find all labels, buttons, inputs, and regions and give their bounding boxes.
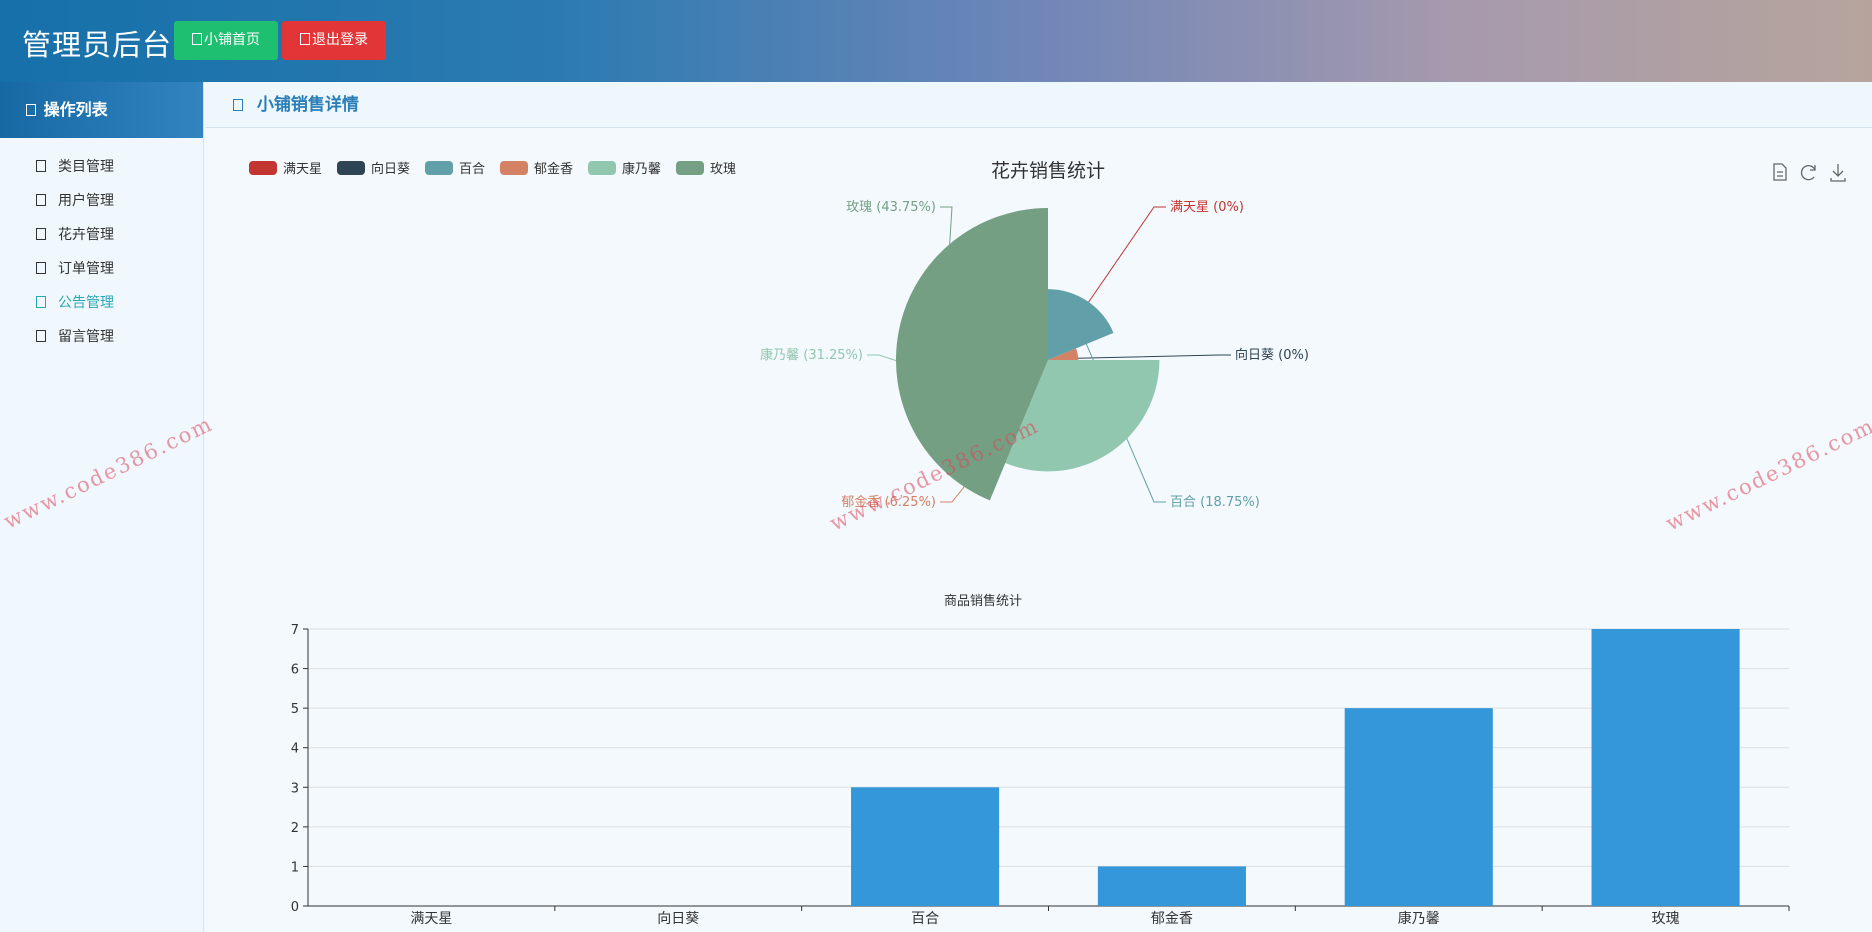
menu-item-icon: [36, 228, 46, 240]
sidebar-item-label: 留言管理: [58, 329, 114, 345]
pie-label: 向日葵 (0%): [1235, 347, 1309, 363]
y-tick-label: 0: [291, 900, 299, 915]
legend-swatch: [676, 161, 704, 175]
shop-home-button[interactable]: 小铺首页: [174, 21, 278, 60]
sidebar-item-users[interactable]: 用户管理: [0, 184, 203, 218]
icon-path: [1830, 164, 1846, 182]
shop-home-label: 小铺首页: [204, 32, 260, 48]
chart-icon: [233, 99, 243, 111]
pie-label: 满天星 (0%): [1170, 200, 1244, 215]
sidebar-item-announcements[interactable]: 公告管理: [0, 286, 203, 320]
menu-item-icon: [36, 296, 46, 308]
home-icon: [192, 33, 202, 45]
x-tick-label: 向日葵: [657, 911, 699, 927]
pie-label: 康乃馨 (31.25%): [760, 347, 863, 363]
menu-item-icon: [36, 160, 46, 172]
legend-item: 玫瑰: [676, 161, 736, 177]
y-tick-label: 5: [291, 702, 299, 717]
legend-label: 百合: [459, 162, 485, 177]
pie-label-line: [1054, 354, 1231, 360]
x-tick-label: 康乃馨: [1398, 910, 1440, 927]
sidebar-item-label: 花卉管理: [58, 227, 114, 243]
list-icon: [26, 104, 36, 116]
bar-grid: 0 1 2 3 4 5 6 7: [291, 623, 1789, 915]
data-view-icon[interactable]: [1773, 163, 1787, 181]
logout-button[interactable]: 退出登录: [282, 21, 386, 60]
legend-label: 玫瑰: [710, 161, 736, 177]
sidebar-item-category[interactable]: 类目管理: [0, 150, 203, 184]
sidebar-item-flowers[interactable]: 花卉管理: [0, 218, 203, 252]
page-title: 小铺销售详情: [256, 95, 359, 115]
legend-item: 康乃馨: [588, 161, 661, 177]
pie-slice: [895, 208, 1048, 501]
sidebar-item-label: 用户管理: [58, 193, 114, 209]
download-icon[interactable]: [1830, 164, 1846, 182]
legend-item: 郁金香: [500, 161, 573, 177]
x-tick-label: 玫瑰: [1652, 911, 1680, 927]
chart-toolbox: [1773, 163, 1846, 182]
menu-item-icon: [36, 194, 46, 206]
sidebar-header: 操作列表: [0, 82, 203, 138]
sidebar-item-label: 类目管理: [58, 159, 114, 175]
pie-slice: [1005, 360, 1160, 472]
y-tick-label: 1: [291, 860, 299, 875]
y-tick-label: 4: [291, 742, 299, 757]
menu-item-icon: [36, 330, 46, 342]
x-tick-label: 满天星: [410, 911, 452, 927]
logout-icon: [300, 33, 310, 45]
bar-chart-title: 商品销售统计: [944, 593, 1022, 609]
x-tick-label: 郁金香: [1151, 911, 1193, 927]
legend-swatch: [500, 161, 528, 175]
legend-swatch: [588, 161, 616, 175]
legend-label: 康乃馨: [622, 161, 661, 177]
pie-label-line: [940, 206, 953, 340]
sidebar-title: 操作列表: [43, 100, 108, 119]
legend-swatch: [337, 161, 365, 175]
legend-label: 郁金香: [534, 161, 573, 177]
legend-item: 满天星: [249, 161, 322, 177]
page-title-bar: 小铺销售详情: [205, 82, 1872, 128]
pie-slices: 满天星 (0%) 向日葵 (0%) 百合 (18.75%) 郁金香 (6.25%) 康乃…: [760, 199, 1309, 510]
pie-label: 百合 (18.75%): [1170, 495, 1260, 510]
y-tick-label: 6: [291, 663, 299, 678]
bar: [1344, 708, 1493, 906]
x-tick-label: 百合: [911, 911, 939, 927]
legend-swatch: [425, 161, 453, 175]
pie-slice: [1048, 348, 1079, 360]
top-header: 管理员后台 小铺首页 退出登录: [0, 0, 1872, 82]
menu-item-icon: [36, 262, 46, 274]
pie-chart-title: 花卉销售统计: [991, 160, 1105, 182]
pie-label: 玫瑰 (43.75%): [846, 199, 936, 215]
bar: [1591, 629, 1740, 906]
sidebar-menu: 类目管理 用户管理 花卉管理 订单管理 公告管理 留言管理: [0, 138, 203, 354]
sidebar: 操作列表 类目管理 用户管理 花卉管理 订单管理 公告管理 留言管理: [0, 82, 204, 932]
sidebar-item-orders[interactable]: 订单管理: [0, 252, 203, 286]
bar: [1097, 866, 1246, 906]
bar: [851, 787, 1000, 906]
legend-item: 向日葵: [337, 161, 410, 177]
app-title: 管理员后台: [22, 28, 173, 62]
sidebar-item-label: 公告管理: [58, 295, 114, 311]
y-tick-label: 2: [291, 821, 299, 836]
y-tick-label: 7: [291, 623, 299, 638]
legend-label: 向日葵: [371, 161, 410, 177]
legend-swatch: [249, 161, 277, 175]
icon-path: [1773, 163, 1787, 181]
refresh-icon[interactable]: [1800, 165, 1816, 181]
legend-item: 百合: [425, 161, 485, 177]
bars: 满天星 向日葵 百合 郁金香 康乃馨 玫瑰: [410, 629, 1790, 927]
y-tick-label: 3: [291, 781, 299, 796]
legend-label: 满天星: [283, 162, 322, 177]
sidebar-item-label: 订单管理: [58, 261, 114, 277]
sidebar-item-messages[interactable]: 留言管理: [0, 320, 203, 354]
icon-path: [1800, 165, 1816, 181]
pie-slice: [1048, 289, 1114, 360]
pie-label: 郁金香 (6.25%): [841, 494, 936, 510]
logout-label: 退出登录: [312, 32, 368, 48]
product-sales-bar-chart: 商品销售统计 0 1 2 3 4 5 6 7 满天星 向日葵 百合 郁金香 康乃馨 玫瑰: [291, 593, 1790, 927]
